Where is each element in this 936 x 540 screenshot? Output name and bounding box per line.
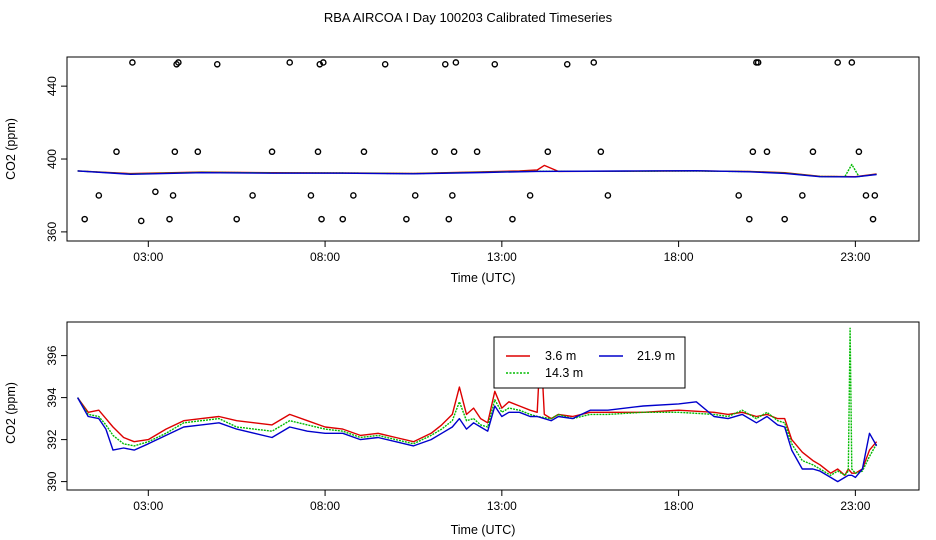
top-flagged-point [473, 148, 481, 156]
top-plot-frame [66, 56, 920, 242]
bottom-panel: 03:00 08:00 13:00 18:00 23:00 390 392 394 396 T… [4, 321, 920, 537]
top-flagged-point [152, 188, 159, 196]
top-flagged-point [431, 148, 438, 156]
top-flagged-point [350, 192, 357, 199]
top-flagged-point [137, 217, 145, 225]
bottom-y-tick-label: 390 [45, 471, 59, 491]
top-flagged-point [233, 215, 240, 223]
top-flagged-point [763, 148, 771, 156]
top-flagged-point [286, 59, 294, 66]
top-flagged-point [590, 59, 598, 66]
top-flagged-point [862, 192, 870, 199]
legend-label-21-9m: 21.9 m [637, 349, 675, 363]
legend-box [493, 336, 686, 389]
top-flagged-point [320, 59, 327, 66]
top-flagged-point [452, 59, 460, 66]
top-y-axis-label: CO2 (ppm) [4, 118, 18, 180]
top-flagged-point [249, 192, 256, 199]
top-flagged-point [175, 59, 182, 66]
top-x-tick-label: 03:00 [133, 250, 163, 264]
bottom-y-tick-label: 396 [45, 345, 59, 365]
top-flagged-point [735, 192, 743, 199]
top-flagged-point [855, 148, 863, 156]
bottom-series-3-6-m [77, 342, 878, 476]
top-flagged-point [509, 215, 516, 223]
top-flagged-point [166, 215, 173, 223]
bottom-plot-frame [66, 321, 920, 491]
bottom-x-tick-label: 13:00 [487, 499, 517, 513]
bottom-x-tick-label: 23:00 [840, 499, 870, 513]
top-x-tick-label: 08:00 [310, 250, 340, 264]
top-flagged-point [194, 148, 202, 156]
bottom-x-axis-label: Time (UTC) [451, 523, 516, 537]
bottom-x-tick-label: 18:00 [664, 499, 694, 513]
top-flagged-point [441, 60, 449, 68]
bottom-y-axis-label: CO2 (ppm) [4, 382, 18, 444]
top-flagged-point [834, 59, 841, 66]
top-y-tick-label: 360 [45, 222, 59, 242]
top-flagged-point [314, 148, 322, 156]
top-flagged-point [754, 59, 762, 66]
top-flagged-point [81, 215, 88, 223]
top-flagged-point [95, 192, 103, 199]
bottom-x-tick-label: 08:00 [310, 499, 340, 513]
bottom-y-tick-label: 392 [45, 429, 59, 449]
top-flagged-point [445, 215, 453, 223]
chart-title: RBA AIRCOA I Day 100203 Calibrated Times… [324, 10, 613, 25]
top-flagged-point [544, 148, 552, 156]
legend: 3.6 m 21.9 m 14.3 m [493, 336, 686, 389]
top-flagged-point [213, 60, 221, 68]
top-flagged-point [749, 148, 757, 156]
top-flagged-point [604, 192, 612, 199]
bottom-series-14-3-m [77, 327, 878, 476]
top-panel: 03:00 08:00 13:00 18:00 23:00 360 400 440 Time… [4, 56, 920, 285]
top-flagged-point [360, 148, 368, 156]
bottom-x-tick-label: 03:00 [133, 499, 163, 513]
top-flagged-point [526, 192, 534, 199]
top-flagged-point [848, 59, 856, 66]
top-flagged-point [746, 215, 753, 223]
top-x-tick-label: 23:00 [840, 250, 870, 264]
top-flagged-point [307, 192, 315, 199]
top-flagged-point [171, 148, 179, 156]
top-flagged-point [781, 215, 788, 223]
top-x-tick-label: 18:00 [664, 250, 694, 264]
bottom-y-tick-label: 394 [45, 387, 59, 407]
top-flagged-point [268, 148, 276, 156]
top-flagged-point [381, 60, 389, 68]
top-x-axis-label: Time (UTC) [451, 271, 516, 285]
top-flagged-point [563, 60, 571, 68]
bottom-series-21-9-m [76, 397, 878, 483]
top-flagged-point [113, 148, 120, 156]
top-flagged-point [339, 215, 347, 223]
top-x-tick-label: 13:00 [487, 250, 517, 264]
top-y-tick-label: 440 [45, 76, 59, 96]
top-flagged-point [869, 215, 877, 223]
top-flagged-point [450, 148, 458, 156]
top-flagged-point [449, 192, 456, 199]
top-flagged-point [411, 192, 419, 199]
top-flagged-point [403, 215, 410, 223]
top-flagged-point [809, 148, 817, 156]
top-y-tick-label: 400 [45, 149, 59, 169]
top-flagged-point [491, 60, 499, 68]
top-flagged-point [169, 192, 177, 199]
top-series-3-6-m [77, 164, 877, 178]
top-series-21-9-m [77, 169, 877, 178]
legend-label-3-6m: 3.6 m [545, 349, 576, 363]
top-flagged-point [871, 192, 879, 199]
legend-label-14-3m: 14.3 m [545, 366, 583, 380]
top-flagged-point [129, 59, 136, 66]
top-flagged-point [597, 148, 605, 156]
top-series-14-3-m [77, 163, 877, 178]
top-flagged-point [799, 192, 806, 199]
top-flagged-point [318, 215, 325, 223]
